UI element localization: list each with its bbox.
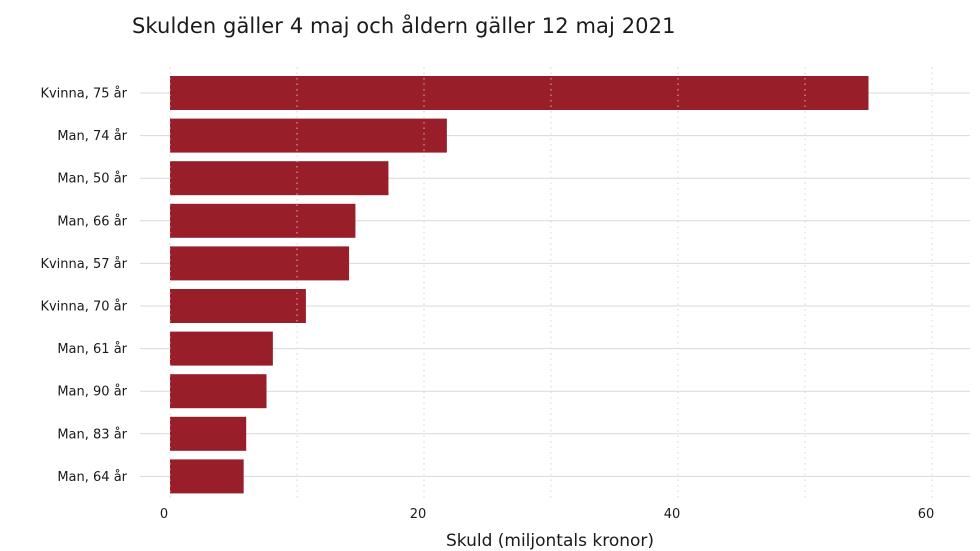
x-tick-label: 20 [410, 507, 427, 522]
bar [170, 331, 273, 366]
category-label: Kvinna, 70 år [40, 300, 127, 315]
category-label: Man, 61 år [57, 342, 127, 357]
x-tick-label: 60 [918, 507, 935, 522]
category-label: Kvinna, 57 år [40, 257, 127, 272]
category-label: Kvinna, 75 år [40, 87, 127, 102]
category-label: Man, 83 år [57, 427, 127, 442]
category-label: Man, 90 år [57, 385, 127, 400]
chart-title: Skulden gäller 4 maj och åldern gäller 1… [132, 14, 676, 38]
category-label: Man, 66 år [57, 214, 127, 229]
bar [170, 76, 869, 110]
x-tick-label: 40 [664, 507, 681, 522]
bars-layer [170, 76, 869, 494]
x-tick-label: 0 [160, 507, 168, 522]
bar [170, 118, 447, 153]
x-tick-labels: 0 20 40 60 [160, 507, 934, 522]
bar [170, 459, 244, 494]
bar [170, 161, 389, 196]
grid-overlay [169, 67, 933, 498]
category-label: Man, 74 år [57, 129, 127, 144]
category-labels: Kvinna, 75 år Man, 74 år Man, 50 år Man, 66… [40, 87, 127, 485]
bar [170, 374, 267, 409]
bar [170, 203, 356, 238]
bar [170, 416, 247, 451]
category-label: Man, 50 år [57, 172, 127, 187]
bar [170, 246, 350, 281]
bar [170, 289, 306, 323]
x-axis-title: Skuld (miljontals kronor) [445, 531, 655, 551]
category-label: Man, 64 år [57, 470, 127, 485]
